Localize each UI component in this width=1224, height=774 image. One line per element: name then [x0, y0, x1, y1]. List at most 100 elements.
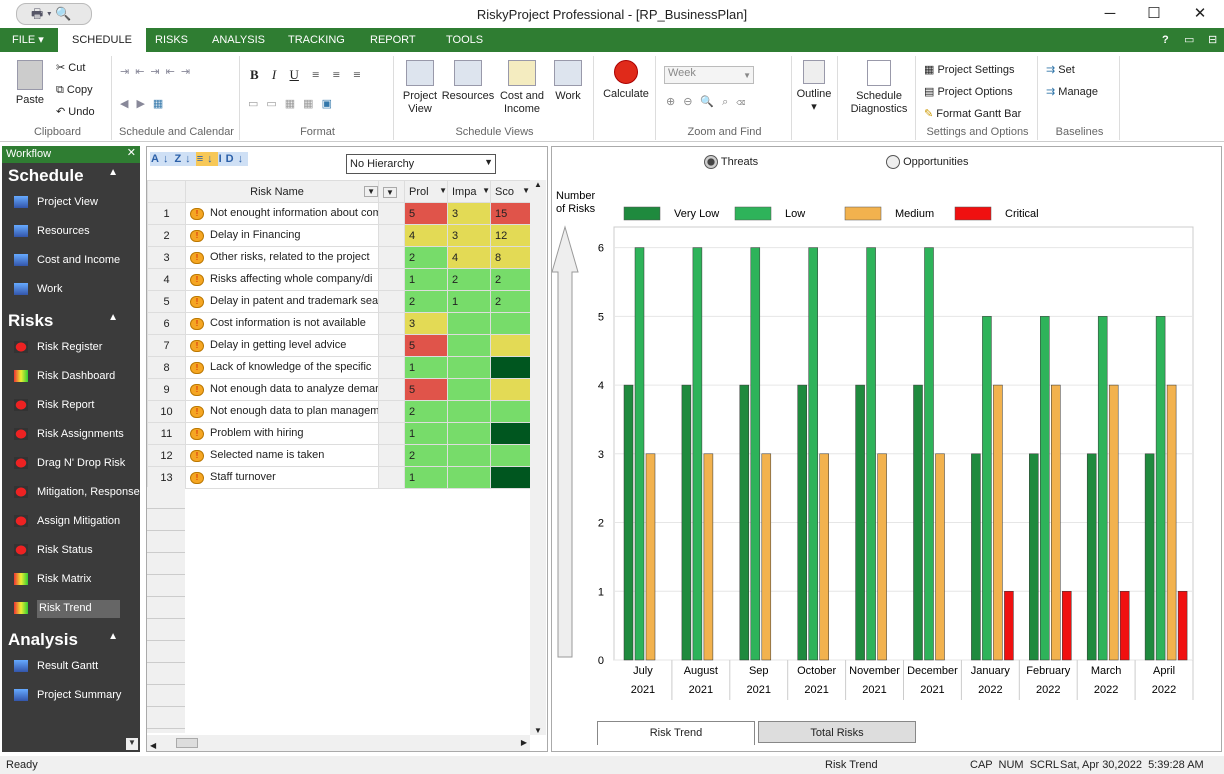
- workflow-section-1[interactable]: Risks ▲: [2, 308, 140, 337]
- printer-icon[interactable]: 🖶: [31, 6, 44, 21]
- work-button[interactable]: Work: [550, 60, 586, 103]
- impact-cell[interactable]: 2: [447, 268, 491, 291]
- tab-analysis[interactable]: ANALYSIS: [212, 34, 265, 46]
- impact-cell[interactable]: [447, 334, 491, 357]
- probability-cell[interactable]: 2: [404, 246, 448, 269]
- tab-tools[interactable]: TOOLS: [446, 34, 484, 46]
- schedule-diagnostics-button[interactable]: Schedule Diagnostics: [844, 60, 914, 116]
- probability-cell[interactable]: 3: [404, 312, 448, 335]
- collapse-ribbon-icon[interactable]: ⊟: [1208, 34, 1218, 46]
- table-row[interactable]: 13 ! Staff turnover 1: [147, 466, 531, 489]
- impact-cell[interactable]: [447, 400, 491, 423]
- table-row[interactable]: 11 ! Problem with hiring 1: [147, 422, 531, 445]
- vertical-scrollbar[interactable]: ▲ ▼: [530, 180, 546, 735]
- sort-asc-icon[interactable]: A↓: [150, 152, 174, 166]
- impact-cell[interactable]: [447, 422, 491, 445]
- risk-name-cell[interactable]: ! Not enough data to analyze demar: [185, 378, 379, 401]
- zoom-find-icons[interactable]: ⊕⊖🔍⌕⌫: [666, 96, 754, 108]
- probability-cell[interactable]: 1: [404, 356, 448, 379]
- score-cell[interactable]: [490, 334, 531, 357]
- column-header-probability[interactable]: Prol ▼: [404, 180, 448, 203]
- workflow-item[interactable]: Project Summary: [2, 685, 140, 714]
- threats-radio[interactable]: Threats: [704, 155, 758, 169]
- sort-buttons[interactable]: A↓ Z↓ ≡↓ ID↓: [150, 152, 249, 166]
- resources-button[interactable]: Resources: [440, 60, 496, 103]
- risk-name-cell[interactable]: ! Delay in Financing: [185, 224, 379, 247]
- risk-name-cell[interactable]: ! Delay in getting level advice: [185, 334, 379, 357]
- impact-cell[interactable]: [447, 378, 491, 401]
- workflow-item[interactable]: Assign Mitigation: [2, 511, 140, 540]
- impact-cell[interactable]: [447, 444, 491, 467]
- close-icon[interactable]: ✕: [126, 147, 136, 159]
- calculate-button[interactable]: Calculate: [600, 60, 652, 101]
- workflow-item[interactable]: Mitigation, Response: [2, 482, 140, 511]
- risk-name-cell[interactable]: ! Delay in patent and trademark sea: [185, 290, 379, 313]
- workflow-menu-button[interactable]: ▼: [126, 738, 138, 750]
- table-row[interactable]: 8 ! Lack of knowledge of the specific 1: [147, 356, 531, 379]
- risk-name-cell[interactable]: ! Other risks, related to the project: [185, 246, 379, 269]
- table-row[interactable]: 6 ! Cost information is not available 3: [147, 312, 531, 335]
- workflow-item[interactable]: Drag N' Drop Risk: [2, 453, 140, 482]
- score-cell[interactable]: [490, 312, 531, 335]
- maximize-button[interactable]: ☐: [1147, 5, 1161, 22]
- tab-tracking[interactable]: TRACKING: [288, 34, 345, 46]
- workflow-section-2[interactable]: Analysis ▲: [2, 627, 140, 656]
- risk-name-cell[interactable]: ! Not enought information about com: [185, 202, 379, 225]
- probability-cell[interactable]: 2: [404, 290, 448, 313]
- set-baseline-button[interactable]: ⇉ Set: [1046, 64, 1075, 76]
- sort-desc-icon[interactable]: Z↓: [173, 152, 196, 166]
- workflow-item[interactable]: Risk Assignments: [2, 424, 140, 453]
- cut-button[interactable]: ✂ Cut: [56, 62, 86, 74]
- help-icon[interactable]: ?: [1162, 34, 1169, 46]
- table-row[interactable]: 12 ! Selected name is taken 2: [147, 444, 531, 467]
- tab-risks[interactable]: RISKS: [155, 34, 189, 46]
- close-button[interactable]: ✕: [1193, 5, 1207, 22]
- format-gantt-bar-button[interactable]: ✎ Format Gantt Bar: [924, 108, 1022, 120]
- score-cell[interactable]: [490, 356, 531, 379]
- risk-name-cell[interactable]: ! Selected name is taken: [185, 444, 379, 467]
- workflow-item[interactable]: Cost and Income: [2, 250, 140, 279]
- score-cell[interactable]: 12: [490, 224, 531, 247]
- collapse-icon[interactable]: ▲: [108, 312, 118, 323]
- project-settings-button[interactable]: ▦ Project Settings: [924, 64, 1015, 76]
- score-cell[interactable]: [490, 378, 531, 401]
- impact-cell[interactable]: [447, 312, 491, 335]
- sort-id-icon[interactable]: ID↓: [217, 152, 249, 166]
- impact-cell[interactable]: 4: [447, 246, 491, 269]
- score-cell[interactable]: 2: [490, 290, 531, 313]
- outline-button[interactable]: Outline ▾: [794, 60, 834, 114]
- score-cell[interactable]: [490, 400, 531, 423]
- table-row[interactable]: 2 ! Delay in Financing 4 3 12: [147, 224, 531, 247]
- table-row[interactable]: 1 ! Not enought information about com 5 3…: [147, 202, 531, 225]
- print-preview-icon[interactable]: 🔍: [55, 6, 72, 21]
- risk-name-cell[interactable]: ! Not enough data to plan managem: [185, 400, 379, 423]
- table-row[interactable]: 3 ! Other risks, related to the project 2…: [147, 246, 531, 269]
- format-cell-icons[interactable]: ▭▭▦▦▣: [248, 98, 340, 110]
- workflow-item[interactable]: Risk Status: [2, 540, 140, 569]
- risk-name-cell[interactable]: ! Risks affecting whole company/di: [185, 268, 379, 291]
- probability-cell[interactable]: 2: [404, 400, 448, 423]
- impact-cell[interactable]: 3: [447, 202, 491, 225]
- horizontal-scrollbar[interactable]: ◀ ▶: [147, 735, 530, 751]
- workflow-section-0[interactable]: Schedule ▲: [2, 163, 140, 192]
- restore-ribbon-icon[interactable]: ▭: [1184, 34, 1195, 46]
- minimize-button[interactable]: ─: [1104, 5, 1116, 22]
- impact-cell[interactable]: 3: [447, 224, 491, 247]
- project-options-button[interactable]: ▤ Project Options: [924, 86, 1013, 98]
- probability-cell[interactable]: 1: [404, 466, 448, 489]
- score-cell[interactable]: 2: [490, 268, 531, 291]
- tab-file[interactable]: FILE ▾: [12, 34, 44, 46]
- tab-risk-trend[interactable]: Risk Trend: [597, 721, 755, 745]
- workflow-item[interactable]: Risk Register: [2, 337, 140, 366]
- score-cell[interactable]: [490, 444, 531, 467]
- workflow-item[interactable]: Resources: [2, 221, 140, 250]
- probability-cell[interactable]: 5: [404, 334, 448, 357]
- period-select[interactable]: Week ▼: [664, 66, 754, 84]
- probability-cell[interactable]: 5: [404, 378, 448, 401]
- tab-report[interactable]: REPORT: [370, 34, 416, 46]
- probability-cell[interactable]: 5: [404, 202, 448, 225]
- hierarchy-select[interactable]: No Hierarchy ▼: [346, 154, 496, 174]
- probability-cell[interactable]: 4: [404, 224, 448, 247]
- tab-total-risks[interactable]: Total Risks: [758, 721, 916, 743]
- column-header-blank[interactable]: ▼: [378, 180, 405, 203]
